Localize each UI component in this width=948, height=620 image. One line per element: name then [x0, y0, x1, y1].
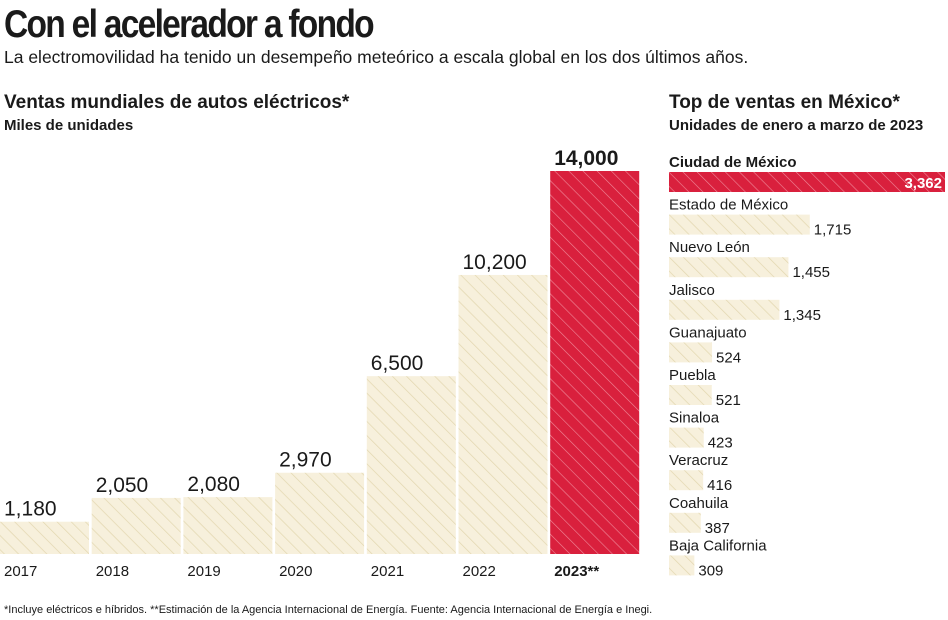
mexico-chart-title: Top de ventas en México* — [669, 92, 900, 113]
value-label-2018: 2,050 — [96, 474, 149, 497]
bar-baja-california — [669, 555, 695, 576]
value-label-2021: 6,500 — [371, 352, 424, 375]
bar-ciudad-de-m-xico — [669, 172, 945, 192]
value-label-jalisco: 1,345 — [783, 307, 821, 324]
value-label-sinaloa: 423 — [708, 435, 733, 452]
state-label-baja-california: Baja California — [669, 537, 767, 554]
value-label-ciudad-de-m-xico: 3,362 — [904, 175, 942, 192]
category-label-2023: 2023** — [554, 563, 599, 580]
world-chart-title: Ventas mundiales de autos eléctricos* — [4, 92, 350, 113]
bar-guanajuato — [669, 342, 713, 363]
state-label-coahuila: Coahuila — [669, 495, 729, 512]
page-title: Con el acelerador a fondo — [4, 3, 375, 46]
bar-puebla — [669, 385, 712, 405]
value-label-2020: 2,970 — [279, 449, 332, 472]
state-label-nuevo-le-n: Nuevo León — [669, 239, 750, 256]
bar-2018 — [91, 497, 181, 554]
bar-2023 — [550, 171, 640, 554]
value-label-2017: 1,180 — [4, 498, 57, 521]
value-label-estado-de-m-xico: 1,715 — [814, 222, 852, 239]
state-label-jalisco: Jalisco — [669, 282, 715, 299]
bar-2022 — [458, 274, 548, 554]
value-label-guanajuato: 524 — [716, 349, 741, 366]
mexico-sales-chart: Ciudad de México 3,362 Estado de México 1,7… — [669, 154, 945, 579]
page-subtitle: La electromovilidad ha tenido un desempe… — [4, 47, 749, 67]
value-label-puebla: 521 — [716, 392, 741, 409]
category-label-2018: 2018 — [96, 563, 129, 580]
world-sales-chart: 1,180 2017 2,050 2018 2,080 2019 2,970 2020 6,50… — [0, 147, 640, 580]
state-label-veracruz: Veracruz — [669, 452, 728, 469]
category-label-2021: 2021 — [371, 563, 404, 580]
value-label-veracruz: 416 — [707, 477, 732, 494]
state-label-estado-de-m-xico: Estado de México — [669, 197, 788, 214]
mexico-chart-units: Unidades de enero a marzo de 2023 — [669, 117, 924, 134]
state-label-ciudad-de-m-xico: Ciudad de México — [669, 154, 797, 171]
bar-jalisco — [669, 299, 780, 320]
value-label-nuevo-le-n: 1,455 — [792, 264, 830, 281]
value-label-2022: 10,200 — [463, 251, 527, 274]
bar-nuevo-le-n — [669, 257, 789, 278]
bar-2019 — [183, 497, 273, 554]
bar-veracruz — [669, 470, 704, 491]
state-label-guanajuato: Guanajuato — [669, 324, 747, 341]
bar-2021 — [366, 376, 456, 554]
state-label-sinaloa: Sinaloa — [669, 410, 720, 427]
category-label-2020: 2020 — [279, 563, 312, 580]
bar-coahuila — [669, 512, 701, 533]
state-label-puebla: Puebla — [669, 367, 716, 384]
value-label-2019: 2,080 — [187, 473, 240, 496]
bar-2020 — [275, 472, 365, 554]
value-label-baja-california: 309 — [698, 562, 723, 579]
category-label-2017: 2017 — [4, 563, 37, 580]
category-label-2019: 2019 — [187, 563, 220, 580]
world-chart-units: Miles de unidades — [4, 117, 134, 134]
category-label-2022: 2022 — [463, 563, 496, 580]
value-label-coahuila: 387 — [705, 520, 730, 537]
bar-2017 — [0, 521, 89, 554]
bar-sinaloa — [669, 427, 704, 448]
value-label-2023: 14,000 — [554, 147, 618, 170]
footnote: *Incluye eléctricos e híbridos. **Estima… — [4, 604, 653, 616]
bar-estado-de-m-xico — [669, 214, 810, 235]
